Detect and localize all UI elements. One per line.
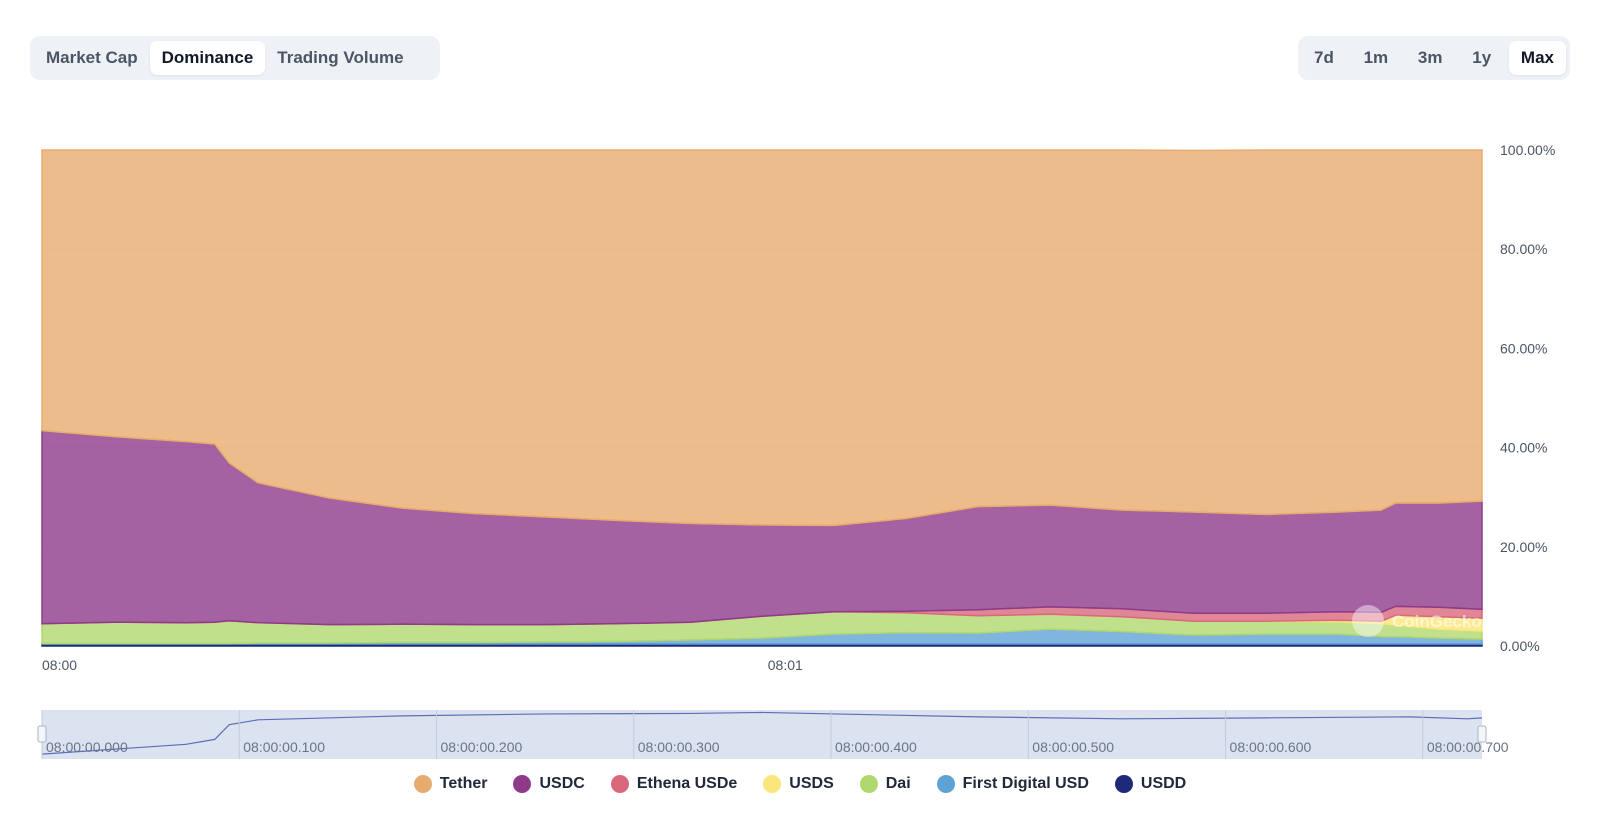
legend-dot-usdd xyxy=(1114,775,1133,793)
navigator-tick-label: 08:00:00.700 xyxy=(1427,739,1509,755)
legend-label: USDS xyxy=(789,775,834,792)
legend-label: Dai xyxy=(885,775,911,792)
y-tick-label: 60.00% xyxy=(1500,340,1547,356)
y-tick-label: 20.00% xyxy=(1500,539,1547,555)
y-tick-label: 100.00% xyxy=(1500,142,1555,158)
series-area-tether[interactable] xyxy=(41,149,1483,527)
x-axis-labels: 08:00 08:01 xyxy=(42,657,803,673)
y-tick-label: 0.00% xyxy=(1500,638,1540,654)
navigator-right-handle[interactable] xyxy=(1477,725,1487,743)
legend-item-usdd[interactable]: USDD xyxy=(1114,775,1187,793)
legend-dot-first-digital-usd xyxy=(936,775,955,793)
navigator-tick-label: 08:00:00.000 xyxy=(46,739,128,755)
legend-label: USDC xyxy=(539,775,585,792)
navigator-tick-label: 08:00:00.500 xyxy=(1032,739,1114,755)
legend-item-ethena-usde[interactable]: Ethena USDe xyxy=(610,775,738,793)
legend-item-usdc[interactable]: USDC xyxy=(513,775,585,793)
legend-dot-dai xyxy=(859,775,878,793)
legend-item-first-digital-usd[interactable]: First Digital USD xyxy=(936,775,1089,793)
metric-tab-group: Market Cap Dominance Trading Volume xyxy=(30,36,440,80)
legend-dot-usds xyxy=(763,775,782,793)
y-axis-labels: 0.00% 20.00% 40.00% 60.00% 80.00% 100.00% xyxy=(1500,142,1555,654)
legend-item-usds[interactable]: USDS xyxy=(763,775,834,793)
navigator-left-handle[interactable] xyxy=(37,725,47,743)
range-max-button[interactable]: Max xyxy=(1508,41,1566,75)
x-tick-label: 08:01 xyxy=(768,657,803,673)
navigator-tick-label: 08:00:00.300 xyxy=(638,739,720,755)
tab-market-cap[interactable]: Market Cap xyxy=(46,48,138,67)
legend-item-dai[interactable]: Dai xyxy=(859,775,911,793)
navigator-tick-label: 08:00:00.200 xyxy=(441,739,523,755)
coingecko-logo-icon xyxy=(1352,605,1384,637)
chart-legend: Tether USDC Ethena USDe USDS Dai First D… xyxy=(0,775,1600,793)
legend-label: USDD xyxy=(1140,775,1187,792)
coingecko-watermark: CoinGecko xyxy=(1392,612,1482,631)
tab-dominance[interactable]: Dominance xyxy=(149,41,266,75)
navigator-tick-label: 08:00:00.100 xyxy=(243,739,325,755)
range-7d-button[interactable]: 7d xyxy=(1314,48,1334,67)
y-tick-label: 40.00% xyxy=(1500,440,1547,456)
range-tab-group: 7d 1m 3m 1y Max xyxy=(1298,36,1570,80)
legend-dot-usdc xyxy=(513,775,532,793)
chart-series-areas[interactable] xyxy=(41,149,1483,647)
legend-label: Ethena USDe xyxy=(636,775,738,792)
legend-dot-tether xyxy=(413,775,432,793)
range-3m-button[interactable]: 3m xyxy=(1417,48,1443,67)
y-tick-label: 80.00% xyxy=(1500,241,1547,257)
range-1y-button[interactable]: 1y xyxy=(1472,48,1492,67)
legend-item-tether[interactable]: Tether xyxy=(413,775,488,793)
range-1m-button[interactable]: 1m xyxy=(1363,48,1389,67)
navigator-line xyxy=(41,711,1483,755)
dominance-chart[interactable]: 0.00% 20.00% 40.00% 60.00% 80.00% 100.00% 08:… xyxy=(0,100,1600,760)
legend-dot-ethena-usde xyxy=(610,775,629,793)
navigator-tick-label: 08:00:00.600 xyxy=(1230,739,1312,755)
range-navigator[interactable]: 08:00:00.000 08:00:00.100 08:00:00.200 08:0… xyxy=(37,710,1509,759)
legend-label: First Digital USD xyxy=(962,775,1089,792)
legend-label: Tether xyxy=(439,775,488,792)
x-tick-label: 08:00 xyxy=(42,657,77,673)
tab-trading-volume[interactable]: Trading Volume xyxy=(277,48,404,67)
navigator-tick-label: 08:00:00.400 xyxy=(835,739,917,755)
